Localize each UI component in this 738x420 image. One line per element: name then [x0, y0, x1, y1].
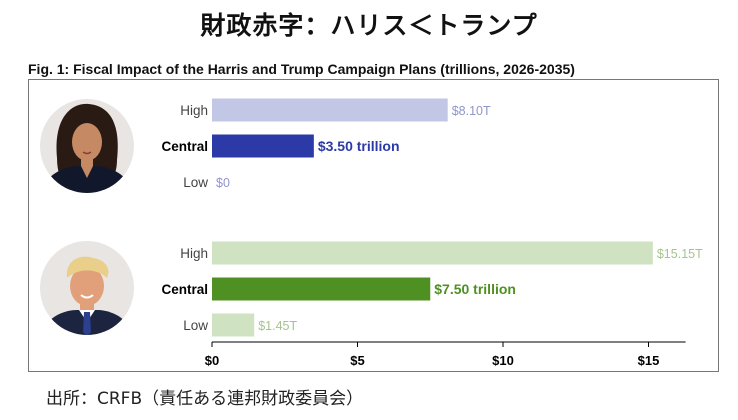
x-tick-label: $0 — [205, 353, 219, 368]
source-note: 出所：CRFB（責任ある連邦財政委員会） — [46, 389, 364, 409]
trump-central-bar — [212, 277, 431, 301]
x-tick-label: $5 — [350, 353, 364, 368]
harris-central-bar — [212, 134, 314, 158]
chart-frame: High $8.10T Central $3.50 trillion Low $0 High… — [28, 79, 719, 372]
trump-portrait — [40, 241, 134, 335]
trump-central-value-label: $7.50 trillion — [434, 281, 516, 297]
harris-high-bar — [212, 98, 448, 122]
harris-low-category-label: Low — [183, 175, 208, 190]
figure-title: Fig. 1: Fiscal Impact of the Harris and … — [28, 61, 575, 77]
trump-high-category-label: High — [180, 246, 208, 261]
chart-plot: High $8.10T Central $3.50 trillion Low $0 High… — [40, 98, 703, 368]
harris-high-category-label: High — [180, 103, 208, 118]
trump-central-category-label: Central — [161, 282, 208, 297]
trump-high-value-label: $15.15T — [657, 247, 703, 261]
trump-low-category-label: Low — [183, 318, 208, 333]
trump-low-bar — [212, 313, 255, 337]
trump-low-value-label: $1.45T — [258, 319, 297, 333]
x-tick-label: $10 — [492, 353, 514, 368]
harris-central-category-label: Central — [161, 139, 208, 154]
harris-central-value-label: $3.50 trillion — [318, 138, 400, 154]
trump-high-bar — [212, 241, 653, 265]
harris-low-value-label: $0 — [216, 176, 230, 190]
harris-portrait — [40, 99, 134, 193]
harris-high-value-label: $8.10T — [452, 104, 491, 118]
x-tick-label: $15 — [638, 353, 660, 368]
headline: 財政赤字：ハリス＜トランプ — [200, 11, 538, 40]
